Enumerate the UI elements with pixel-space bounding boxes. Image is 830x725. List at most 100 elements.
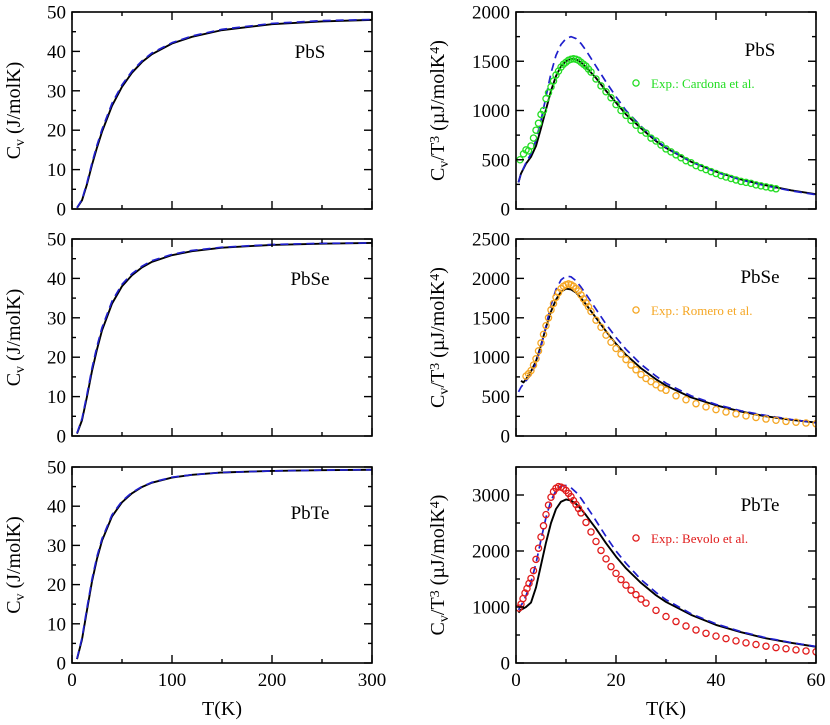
legend-marker: [633, 535, 639, 541]
panel-label: PbTe: [741, 495, 780, 516]
y-tick-label: 20: [47, 121, 66, 142]
data-point: [618, 351, 624, 357]
x-tick-label: 60: [807, 670, 826, 691]
y-title-main: C: [427, 395, 449, 408]
data-point: [583, 519, 589, 525]
panel-label: PbS: [745, 40, 776, 61]
data-point: [540, 523, 546, 529]
panel-pbte-cv-over-t3: 0 1000 2000 3000 0 20 40 60 PbTe Exp.: Bevolo et …: [427, 467, 826, 720]
y-title-main: C: [427, 168, 449, 181]
y-title-subscript: v: [437, 388, 452, 395]
panel-pbse-cv: 0 10 20 30 40 50 PbSe Cv (J/molK): [3, 230, 372, 448]
data-point: [773, 645, 779, 651]
panel-pbse-cv-over-t3: 0 500 1000 1500 2000 2500 PbSe Exp.: Romero et …: [427, 230, 819, 448]
y-title-units: (µJ/molK: [427, 280, 449, 363]
y-title-superscript: 3: [428, 136, 443, 143]
data-point: [535, 120, 541, 126]
series-line-dashed: [77, 470, 372, 659]
x-tick-label: 20: [607, 670, 626, 691]
y-tick-label: 0: [57, 427, 67, 448]
y-tick-label: 500: [482, 387, 511, 408]
data-point: [608, 339, 614, 345]
data-point: [613, 570, 619, 576]
y-axis-title: Cv (J/molK): [3, 62, 28, 160]
y-tick-label: 3000: [472, 486, 510, 507]
y-title-main: C: [3, 600, 25, 613]
series-line-dashed: [519, 276, 817, 423]
y-tick-label: 30: [47, 308, 66, 329]
y-tick-label: 50: [47, 3, 66, 24]
y-tick-label: 2000: [472, 3, 510, 24]
y-title-subscript: v: [13, 139, 28, 146]
x-tick-label: 300: [358, 670, 387, 691]
y-tick-label: 1000: [472, 101, 510, 122]
y-tick-label: 10: [47, 614, 66, 635]
data-point: [683, 397, 689, 403]
data-point: [743, 413, 749, 419]
y-tick-label: 40: [47, 42, 66, 63]
legend-marker: [633, 307, 639, 313]
data-point: [603, 556, 609, 562]
data-point: [608, 564, 614, 570]
y-tick-label: 10: [47, 387, 66, 408]
y-tick-label: 50: [47, 458, 66, 479]
data-point: [683, 623, 689, 629]
data-point: [763, 643, 769, 649]
y-title-main: C: [3, 373, 25, 386]
data-point: [783, 646, 789, 652]
data-point: [733, 411, 739, 417]
y-tick-label: 1000: [472, 598, 510, 619]
y-tick-label: 0: [57, 200, 67, 221]
data-point: [713, 407, 719, 413]
y-title-end: ): [427, 40, 449, 47]
data-point: [703, 404, 709, 410]
y-axis-title: Cv/T3 (µJ/molK4): [427, 267, 452, 408]
data-point: [593, 538, 599, 544]
y-tick-label: 20: [47, 575, 66, 596]
series-line-dashed: [77, 19, 372, 207]
y-title-units: (µJ/molK: [427, 53, 449, 136]
y-title-superscript: 3: [428, 363, 443, 370]
y-title-superscript: 4: [428, 47, 443, 54]
legend-label: Exp.: Romero et al.: [651, 303, 752, 318]
legend-label: Exp.: Cardona et al.: [651, 76, 755, 91]
y-axis-title: Cv (J/molK): [3, 289, 28, 387]
data-point: [723, 409, 729, 415]
y-title-subscript: v: [437, 161, 452, 168]
data-point: [753, 641, 759, 647]
x-tick-label: 200: [258, 670, 287, 691]
data-point: [633, 367, 639, 373]
y-tick-label: 0: [501, 200, 511, 221]
data-point: [623, 356, 629, 362]
data-point: [803, 648, 809, 654]
y-title-units: (J/molK): [3, 516, 25, 593]
panel-label: PbSe: [740, 267, 779, 288]
y-tick-label: 40: [47, 269, 66, 290]
y-title-end: ): [427, 267, 449, 274]
y-tick-label: 2000: [472, 542, 510, 563]
data-point: [653, 607, 659, 613]
x-tick-label: 40: [707, 670, 726, 691]
y-tick-label: 40: [47, 497, 66, 518]
y-tick-label: 2500: [472, 230, 510, 251]
y-title-units: (µJ/molK: [427, 508, 449, 591]
y-tick-label: 10: [47, 160, 66, 181]
y-axis-title: Cv (J/molK): [3, 516, 28, 614]
series-line-solid: [519, 499, 817, 646]
panel-pbs-cv: 0 10 20 30 40 50 PbS Cv (J/molK): [3, 3, 372, 221]
y-title-superscript: 4: [428, 501, 443, 508]
x-axis-title: T(K): [202, 698, 242, 720]
y-tick-label: 20: [47, 348, 66, 369]
data-point: [618, 576, 624, 582]
data-point: [623, 582, 629, 588]
y-tick-label: 1500: [472, 52, 510, 73]
y-title-subscript: v: [437, 615, 452, 622]
data-point: [673, 618, 679, 624]
data-point: [598, 547, 604, 553]
legend-marker: [633, 80, 639, 86]
data-point: [723, 636, 729, 642]
data-point: [530, 135, 536, 141]
data-point: [643, 600, 649, 606]
data-point: [793, 647, 799, 653]
